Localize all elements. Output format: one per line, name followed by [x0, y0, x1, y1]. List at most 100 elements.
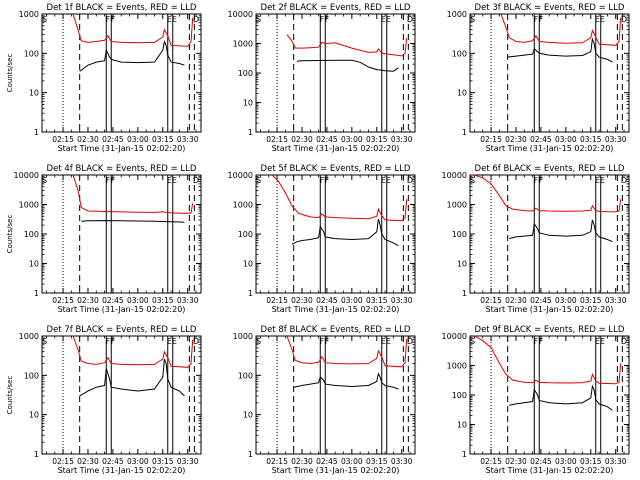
chart-panel-6: Det 6f BLACK = Events, RED = LLD 1 10 100 10…	[442, 164, 630, 314]
x-tick-label: 02:30	[291, 296, 313, 305]
chart-title: Det 3f BLACK = Events, RED = LLD	[475, 3, 625, 13]
y-tick-label: 1000	[233, 332, 253, 341]
marker-label: F	[320, 15, 325, 24]
marker-label: S	[42, 176, 47, 185]
series-line-red	[72, 174, 194, 214]
y-tick-label: 1000	[233, 201, 253, 210]
x-tick-label: 03:00	[127, 457, 149, 466]
y-tick-label: 1	[462, 289, 467, 298]
marker-label: E	[167, 15, 172, 24]
plot-frame	[469, 13, 630, 133]
x-axis-label: Start Time (31-Jan-15 02:02:20)	[486, 305, 614, 314]
y-tick-label: 100	[24, 371, 39, 380]
y-axis-label: Counts/sec	[6, 376, 14, 415]
y-tick-label: 100	[238, 69, 253, 78]
y-tick-label: 1	[248, 450, 253, 459]
marker-label: S	[256, 176, 261, 185]
marker-label: E	[595, 337, 600, 346]
y-tick-label: 1000	[447, 362, 467, 371]
marker-label: E	[595, 15, 600, 24]
x-axis-label: Start Time (31-Jan-15 02:02:20)	[486, 144, 614, 153]
x-tick-label: 03:00	[555, 135, 577, 144]
marker-label: E	[167, 176, 172, 185]
y-tick-label: 1000	[19, 332, 39, 341]
x-axis-label: Start Time (31-Jan-15 02:02:20)	[272, 144, 400, 153]
x-tick-label: 02:30	[505, 296, 527, 305]
chart-title: Det 5f BLACK = Events, RED = LLD	[261, 164, 411, 174]
y-tick-label: 10	[29, 89, 39, 98]
chart-panel-8: Det 8f BLACK = Events, RED = LLD 1 10 100 10…	[233, 325, 416, 475]
marker-label: D	[621, 337, 627, 346]
y-tick-label: 10	[457, 260, 467, 269]
y-tick-label: 1	[462, 450, 467, 459]
marker-label: S	[470, 337, 475, 346]
series-line-black	[296, 59, 399, 72]
y-tick-label: 10	[457, 421, 467, 430]
y-tick-label: 1	[248, 289, 253, 298]
plot-frame	[255, 174, 416, 294]
chart-title: Det 4f BLACK = Events, RED = LLD	[47, 164, 197, 174]
marker-label: S	[470, 176, 475, 185]
series-line-red	[500, 13, 622, 46]
y-tick-label: 10	[243, 99, 253, 108]
marker-label: E	[595, 176, 600, 185]
x-tick-label: 02:45	[530, 135, 552, 144]
marker-label: F	[325, 337, 330, 346]
chart-title: Det 9f BLACK = Events, RED = LLD	[475, 325, 625, 335]
marker-label: D	[193, 176, 199, 185]
marker-label: E	[381, 176, 386, 185]
x-tick-label: 03:15	[580, 296, 602, 305]
x-tick-label: 02:45	[316, 135, 338, 144]
marker-label: F	[111, 176, 116, 185]
marker-label: D	[407, 15, 413, 24]
x-axis-label: Start Time (31-Jan-15 02:02:20)	[272, 305, 400, 314]
y-tick-label: 10	[243, 260, 253, 269]
x-tick-label: 03:15	[152, 457, 174, 466]
marker-label: S	[42, 337, 47, 346]
marker-label: E	[172, 337, 177, 346]
x-tick-label: 03:30	[177, 296, 199, 305]
marker-label: E	[172, 176, 177, 185]
marker-label: E	[386, 337, 391, 346]
x-tick-label: 02:30	[77, 296, 99, 305]
chart-panel-9: Det 9f BLACK = Events, RED = LLD 1 10 100 10…	[442, 325, 630, 475]
series-line-black	[509, 384, 613, 411]
series-line-black	[81, 220, 185, 223]
x-axis-label: Start Time (31-Jan-15 02:02:20)	[58, 305, 186, 314]
x-tick-label: 02:15	[52, 135, 74, 144]
x-tick-label: 02:45	[102, 296, 124, 305]
marker-label: E	[386, 15, 391, 24]
marker-label: F	[106, 337, 111, 346]
marker-label: F	[539, 176, 544, 185]
x-tick-label: 03:00	[127, 135, 149, 144]
x-axis-label: Start Time (31-Jan-15 02:02:20)	[58, 144, 186, 153]
y-tick-label: 1	[34, 289, 39, 298]
y-axis-label: Counts/sec	[6, 215, 14, 254]
marker-label: D	[193, 337, 199, 346]
x-tick-label: 02:30	[77, 135, 99, 144]
y-tick-label: 100	[238, 371, 253, 380]
x-tick-label: 02:30	[505, 457, 527, 466]
x-tick-label: 02:45	[102, 457, 124, 466]
x-tick-label: 03:30	[391, 457, 413, 466]
y-tick-label: 10000	[442, 332, 467, 341]
y-tick-label: 1000	[447, 201, 467, 210]
x-tick-label: 02:45	[316, 296, 338, 305]
marker-label: F	[539, 15, 544, 24]
plot-frame	[255, 13, 416, 133]
y-tick-label: 100	[452, 230, 467, 239]
marker-label: F	[111, 337, 116, 346]
marker-label: F	[325, 15, 330, 24]
plot-frame	[41, 335, 202, 455]
x-tick-label: 02:30	[505, 135, 527, 144]
x-tick-label: 02:15	[266, 457, 288, 466]
chart-title: Det 1f BLACK = Events, RED = LLD	[47, 3, 197, 13]
x-tick-label: 02:15	[480, 457, 502, 466]
x-tick-label: 03:30	[391, 296, 413, 305]
marker-label: E	[386, 176, 391, 185]
y-tick-label: 10000	[442, 171, 467, 180]
x-tick-label: 02:45	[102, 135, 124, 144]
marker-label: D	[193, 15, 199, 24]
marker-label: D	[621, 15, 627, 24]
marker-label: S	[42, 15, 47, 24]
